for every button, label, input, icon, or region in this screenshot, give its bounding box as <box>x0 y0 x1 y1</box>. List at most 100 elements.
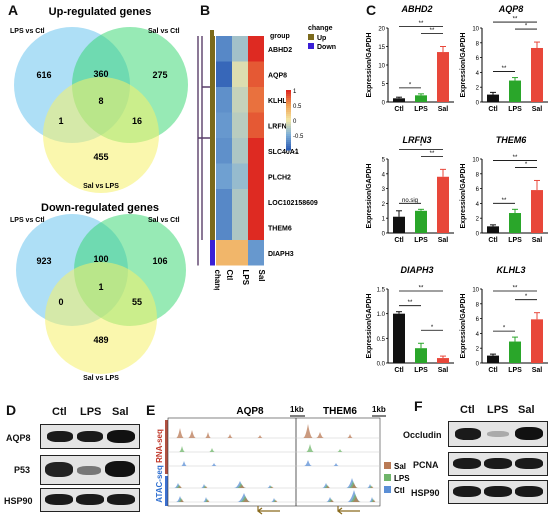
bar-y-tick-label: 2 <box>382 202 386 208</box>
track-peak <box>337 449 343 452</box>
track-peak <box>351 496 361 502</box>
bar <box>393 216 405 233</box>
heatmap-colorbar-seg <box>286 108 291 111</box>
bar-chart-title: LRFN3 <box>403 135 432 145</box>
bar-y-tick-label: 0 <box>476 101 480 107</box>
panel-a-letter: A <box>8 2 19 18</box>
heatmap-gene-label: ABHD2 <box>268 47 292 54</box>
panel-d-letter: D <box>6 402 17 418</box>
bar-x-label: Ctl <box>488 367 497 374</box>
bar-x-label: LPS <box>508 237 522 244</box>
venn-up-nall: 8 <box>98 96 103 106</box>
track-peak <box>329 499 335 502</box>
heatmap-gene-label: LRFN3 <box>268 123 291 130</box>
track-peak <box>227 434 233 438</box>
heatmap-colorbar-seg <box>286 122 291 125</box>
heatmap-cell <box>216 240 232 266</box>
bar-y-tick-label: 0 <box>382 232 386 238</box>
track-peak <box>304 460 312 466</box>
track-peak <box>270 486 274 488</box>
bar <box>437 176 449 233</box>
blot-d-hsp90 <box>40 488 140 512</box>
panel-d-lane-lps: LPS <box>80 406 102 418</box>
panel-f-row-occludin: Occludin <box>403 430 442 440</box>
panel-f-lane-sal: Sal <box>518 404 535 416</box>
panel-e-tracks: AQP8 THEM6 1kb 1kb RNA-seq ATAC-seq Sal … <box>155 405 410 515</box>
track-legend: Sal LPS Ctl <box>384 462 410 495</box>
bar-y-tick-label: 2 <box>476 86 480 92</box>
heatmap-col-label: LPS <box>241 270 250 286</box>
tss-arrow-aqp8 <box>257 506 280 515</box>
track-peak <box>372 499 376 502</box>
heatmap-change-cell <box>210 138 215 164</box>
heatmap-cell <box>232 240 248 266</box>
band <box>453 486 481 497</box>
track-peak <box>237 493 251 502</box>
track-peak <box>179 446 185 452</box>
bar <box>393 313 405 363</box>
venn-up-label-1: LPS vs Ctl <box>10 28 45 35</box>
heatmap-gene-label: AQP8 <box>268 72 287 79</box>
heatmap-colorbar-seg <box>286 104 291 107</box>
sig-label: * <box>409 82 412 88</box>
heatmap-cell <box>248 138 264 164</box>
bar-chart-title: KLHL3 <box>497 265 526 275</box>
bar <box>415 210 427 233</box>
heatmap-cell <box>248 112 264 138</box>
panel-d-row-p53: P53 <box>14 465 31 475</box>
heatmap-colorbar-seg <box>286 142 291 145</box>
heatmap-colorbar-seg <box>286 106 291 109</box>
panel-f-lane-lps: LPS <box>487 404 509 416</box>
panel-d-lane-ctl: Ctl <box>52 406 67 418</box>
bar-y-tick-label: 3 <box>382 187 386 193</box>
heatmap-colorbar-seg <box>286 146 291 149</box>
bar-x-label: Ctl <box>394 106 403 113</box>
heatmap-gene-label: PLCH2 <box>268 174 291 181</box>
venn-down-n2: 106 <box>152 256 167 266</box>
heatmap-colorbar-seg <box>286 90 291 93</box>
venn-down-n13: 0 <box>58 297 63 307</box>
heatmap-legend-title: change <box>308 25 333 32</box>
track-peak <box>350 483 358 488</box>
track-peak <box>238 484 246 488</box>
band <box>453 458 481 469</box>
heatmap-change-cell <box>210 163 215 189</box>
bar <box>487 226 499 233</box>
bar-y-tick-label: 1.0 <box>377 312 386 318</box>
heatmap-cell <box>216 214 232 240</box>
sig-label: ** <box>408 300 413 306</box>
venn-down-n23: 55 <box>132 297 142 307</box>
bar-chart-title: ABHD2 <box>400 4 432 14</box>
heatmap-change-cell <box>210 61 215 87</box>
band <box>77 466 101 475</box>
band <box>484 458 512 469</box>
heatmap-cell <box>248 189 264 215</box>
legend-label-lps: LPS <box>394 474 410 483</box>
venn-down-label-3: Sal vs LPS <box>83 375 119 382</box>
heatmap-colorbar-seg <box>286 114 291 117</box>
venn-down-label-2: Sal vs Ctl <box>148 217 180 224</box>
heatmap-col-label: Ctl <box>225 270 234 281</box>
heatmap-gene-label: DIAPH3 <box>268 251 294 258</box>
venn-down-label-1: LPS vs Ctl <box>10 217 45 224</box>
heatmap-colorbar-seg <box>286 92 291 95</box>
bar-y-tick-label: 0 <box>476 362 480 368</box>
track-peak <box>347 490 361 502</box>
bar <box>487 355 499 363</box>
sig-label: * <box>431 325 434 331</box>
band <box>107 494 135 505</box>
heatmap-change-cell <box>210 87 215 113</box>
track-peak <box>204 486 208 488</box>
venn-up-n2: 275 <box>152 70 167 80</box>
bar-x-label: LPS <box>414 367 428 374</box>
bar <box>393 98 405 102</box>
band <box>515 427 543 440</box>
bar-y-tick-label: 0.5 <box>377 337 386 343</box>
band <box>47 431 73 442</box>
bar-y-label: Expression/GAPDH <box>460 164 467 229</box>
bar-y-tick-label: 6 <box>476 317 480 323</box>
venn-up-n1: 616 <box>36 70 51 80</box>
venn-up-title: Up-regulated genes <box>49 6 152 18</box>
venn-down-n3: 489 <box>93 335 108 345</box>
